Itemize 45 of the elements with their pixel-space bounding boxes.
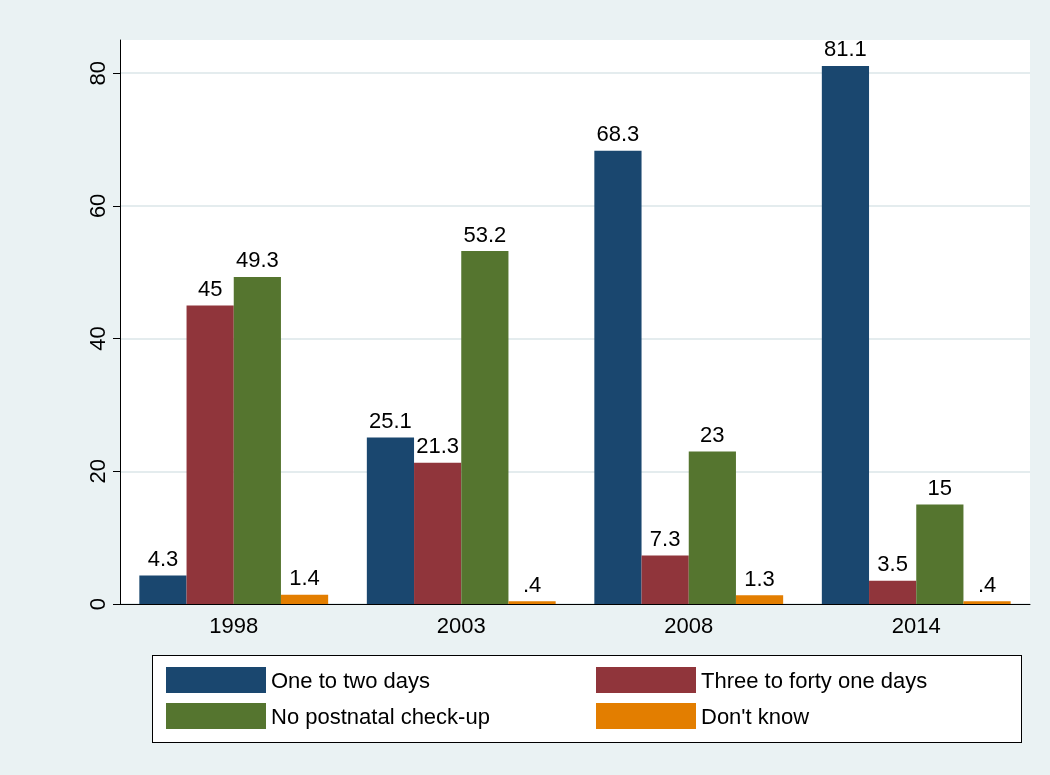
y-tick-label: 0 — [84, 597, 110, 611]
data-label: 45 — [197, 275, 223, 301]
y-tick-label: 20 — [84, 459, 110, 484]
data-label: 4.3 — [147, 545, 179, 571]
x-tick-label: 2003 — [436, 612, 486, 638]
data-label: 49.3 — [235, 247, 279, 273]
data-label: .4 — [977, 571, 997, 597]
data-label: 15 — [927, 474, 953, 500]
bar — [641, 555, 689, 604]
bar — [280, 594, 329, 604]
y-tick-label: 40 — [84, 326, 110, 351]
data-label: 23 — [700, 421, 725, 447]
data-label: 3.5 — [877, 551, 908, 577]
bar — [461, 251, 509, 604]
data-label: 53.2 — [463, 221, 507, 247]
bar — [366, 437, 415, 604]
y-tick-label: 80 — [84, 60, 110, 86]
x-tick-label: 2014 — [891, 612, 941, 638]
legend-label: Don't know — [701, 703, 810, 729]
legend-label: Three to forty one days — [701, 667, 928, 693]
bar — [963, 601, 1011, 604]
data-label: 1.4 — [289, 565, 320, 591]
bar — [869, 580, 917, 604]
bar — [821, 65, 870, 604]
bar — [735, 595, 784, 604]
bar — [594, 150, 642, 604]
bar — [508, 601, 556, 604]
x-tick-label: 1998 — [209, 612, 259, 638]
data-label: .4 — [522, 571, 542, 597]
y-tick-label: 60 — [84, 193, 110, 219]
bar — [139, 575, 187, 604]
legend-label: No postnatal check-up — [271, 703, 490, 729]
data-label: 7.3 — [649, 526, 681, 552]
data-label: 68.3 — [596, 121, 640, 147]
bar — [233, 276, 281, 604]
data-label: 21.3 — [416, 433, 460, 459]
legend-label: One to two days — [271, 667, 430, 693]
data-label: 81.1 — [824, 36, 867, 62]
x-tick-label: 2008 — [664, 612, 714, 638]
bar — [916, 504, 964, 604]
data-label: 25.1 — [369, 407, 412, 433]
data-label: 1.3 — [744, 565, 775, 591]
bar — [688, 451, 736, 604]
bar — [414, 462, 462, 604]
bar — [186, 305, 234, 604]
